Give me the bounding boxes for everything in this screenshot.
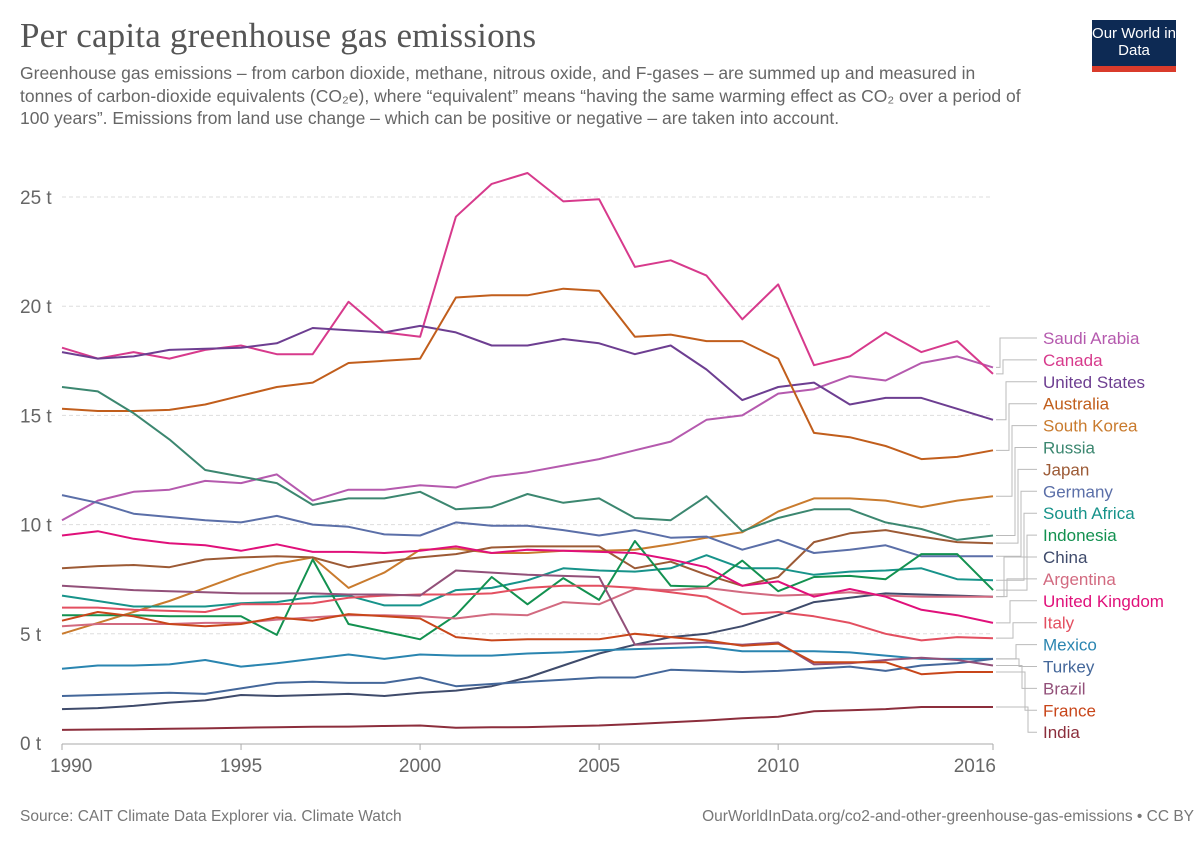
series-label-mexico: Mexico	[1043, 636, 1097, 655]
label-connector-saudi-arabia	[996, 337, 1037, 368]
label-connector-argentina	[996, 578, 1037, 598]
series-label-china: China	[1043, 548, 1088, 567]
series-line-united-states	[61, 324, 994, 421]
y-tick-label: 5 t	[20, 625, 42, 646]
label-connector-germany	[996, 490, 1037, 557]
y-tick-label: 25 t	[20, 188, 52, 209]
label-connector-united-kingdom	[996, 600, 1037, 624]
x-tick-label: 1990	[50, 756, 92, 777]
gridlines	[62, 196, 993, 635]
series-line-germany	[61, 494, 993, 558]
series-line-south-africa	[61, 554, 994, 608]
series-line-indonesia	[62, 540, 994, 641]
chart-subtitle: Greenhouse gas emissions – from carbon d…	[20, 63, 1021, 128]
label-connector-australia	[996, 403, 1037, 451]
series-label-saudi-arabia: Saudi Arabia	[1043, 329, 1140, 348]
label-connector-france	[996, 671, 1037, 711]
label-connector-italy	[996, 622, 1037, 639]
series-label-japan: Japan	[1043, 460, 1089, 479]
label-connector-canada	[996, 359, 1037, 375]
axes: 0 t 5 t 10 t 15 t 20 t 25 t 1990 1995 2000 2005 20…	[20, 188, 996, 777]
label-connector-south-africa	[996, 512, 1037, 581]
series-label-canada: Canada	[1043, 351, 1103, 370]
source-note: Source: CAIT Climate Data Explorer via. …	[20, 808, 402, 825]
series-label-india: India	[1043, 723, 1080, 742]
y-tick-label: 0 t	[20, 734, 42, 755]
x-tick-label: 2005	[578, 756, 620, 777]
series-label-united-states: United States	[1043, 373, 1145, 392]
series-label-turkey: Turkey	[1043, 658, 1095, 677]
series-label-russia: Russia	[1043, 439, 1096, 458]
label-connector-japan	[996, 468, 1037, 544]
series-labels: Saudi Arabia Canada United States Australia…	[996, 329, 1164, 742]
series-label-italy: Italy	[1043, 614, 1075, 633]
series-line-china	[61, 592, 994, 711]
series-label-australia: Australia	[1043, 395, 1110, 414]
series-lines	[61, 172, 994, 731]
y-tick-label: 15 t	[20, 406, 52, 427]
series-line-argentina	[61, 586, 993, 628]
series-line-france	[61, 611, 993, 676]
chart-title: Per capita greenhouse gas emissions	[20, 16, 537, 55]
logo-text: Our World in Data	[1092, 25, 1176, 59]
x-tick-label: 2000	[399, 756, 441, 777]
license-link[interactable]: OurWorldInData.org/co2-and-other-greenho…	[702, 808, 1194, 825]
label-connector-turkey	[996, 658, 1037, 667]
series-label-france: France	[1043, 701, 1096, 720]
label-connector-china	[996, 556, 1037, 598]
series-line-turkey	[61, 657, 994, 697]
series-line-mexico	[61, 645, 993, 670]
series-label-germany: Germany	[1043, 482, 1113, 501]
label-connector-brazil	[996, 664, 1037, 689]
x-tick-label: 2016	[954, 756, 996, 777]
series-line-brazil	[61, 569, 994, 667]
series-label-south-korea: South Korea	[1043, 417, 1138, 436]
y-tick-label: 10 t	[20, 516, 52, 537]
series-label-indonesia: Indonesia	[1043, 526, 1117, 545]
series-line-united-kingdom	[61, 530, 994, 624]
series-line-south-korea	[61, 495, 994, 635]
label-connector-russia	[996, 447, 1037, 537]
series-label-argentina: Argentina	[1043, 570, 1116, 589]
y-tick-label: 20 t	[20, 297, 52, 318]
series-label-brazil: Brazil	[1043, 679, 1086, 698]
series-line-japan	[61, 529, 994, 587]
series-line-italy	[62, 584, 994, 642]
label-connector-united-states	[996, 381, 1037, 421]
x-tick-label: 1995	[220, 756, 262, 777]
x-tick-label: 2010	[757, 756, 799, 777]
series-label-united-kingdom: United Kingdom	[1043, 592, 1164, 611]
owid-logo[interactable]: Our World in Data	[1092, 20, 1176, 72]
series-line-india	[61, 706, 993, 731]
label-connector-south-korea	[996, 425, 1037, 497]
label-connector-mexico	[996, 644, 1037, 660]
series-line-russia	[61, 386, 994, 541]
label-connector-india	[996, 706, 1037, 733]
series-label-south-africa: South Africa	[1043, 504, 1135, 523]
label-connector-indonesia	[996, 534, 1037, 591]
series-line-australia	[61, 287, 994, 461]
series-line-saudi-arabia	[61, 355, 994, 522]
series-line-canada	[61, 172, 994, 375]
